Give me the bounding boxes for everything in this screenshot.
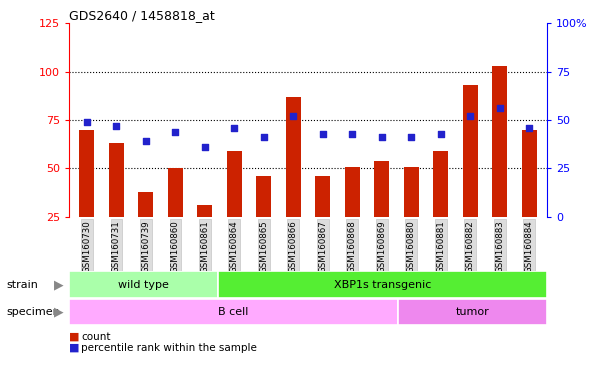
Text: ■: ■ (69, 332, 79, 342)
Bar (168, 169, 183, 217)
Text: count: count (81, 332, 111, 342)
Bar (227, 151, 242, 217)
Bar (316, 176, 330, 217)
Bar (109, 143, 124, 217)
Point (495, 105, 504, 111)
Bar (433, 151, 448, 217)
Text: GSM160739: GSM160739 (141, 220, 150, 273)
Point (112, 123, 121, 129)
Point (465, 113, 475, 119)
Bar (492, 66, 507, 217)
Text: GSM160880: GSM160880 (407, 220, 416, 273)
Text: GSM160865: GSM160865 (259, 220, 268, 273)
Text: ▶: ▶ (53, 306, 63, 319)
Text: ■: ■ (69, 343, 79, 353)
Point (377, 134, 386, 141)
Point (230, 125, 239, 131)
Text: GSM160731: GSM160731 (112, 220, 121, 273)
Point (141, 138, 151, 144)
Point (525, 125, 534, 131)
Text: GSM160868: GSM160868 (348, 220, 357, 273)
Bar (79, 130, 94, 217)
Bar (69, 271, 218, 298)
Text: GSM160867: GSM160867 (319, 220, 328, 273)
Text: GSM160861: GSM160861 (200, 220, 209, 273)
Bar (286, 97, 300, 217)
Point (406, 134, 416, 141)
Text: GSM160869: GSM160869 (377, 220, 386, 273)
Bar (69, 299, 398, 325)
Text: ▶: ▶ (53, 278, 63, 291)
Text: XBP1s transgenic: XBP1s transgenic (334, 280, 432, 290)
Bar (257, 176, 271, 217)
Bar (398, 299, 547, 325)
Text: GSM160730: GSM160730 (82, 220, 91, 273)
Text: GSM160864: GSM160864 (230, 220, 239, 273)
Text: strain: strain (6, 280, 38, 290)
Point (259, 134, 269, 141)
Point (171, 129, 180, 135)
Bar (197, 205, 212, 217)
Text: GSM160882: GSM160882 (466, 220, 475, 273)
Text: percentile rank within the sample: percentile rank within the sample (81, 343, 257, 353)
Bar (463, 85, 478, 217)
Point (347, 131, 357, 137)
Bar (404, 167, 419, 217)
Text: GSM160866: GSM160866 (288, 220, 297, 273)
Bar (522, 130, 537, 217)
Point (200, 144, 210, 150)
Bar (218, 271, 547, 298)
Text: tumor: tumor (456, 307, 489, 317)
Point (436, 131, 445, 137)
Text: GDS2640 / 1458818_at: GDS2640 / 1458818_at (69, 9, 215, 22)
Text: specimen: specimen (6, 307, 59, 317)
Text: GSM160881: GSM160881 (436, 220, 445, 273)
Bar (374, 161, 389, 217)
Point (82, 119, 91, 125)
Bar (138, 192, 153, 217)
Text: B cell: B cell (218, 307, 249, 317)
Point (318, 131, 328, 137)
Text: GSM160860: GSM160860 (171, 220, 180, 273)
Text: GSM160883: GSM160883 (495, 220, 504, 273)
Point (288, 113, 298, 119)
Text: GSM160884: GSM160884 (525, 220, 534, 273)
Text: wild type: wild type (118, 280, 169, 290)
Bar (345, 167, 359, 217)
